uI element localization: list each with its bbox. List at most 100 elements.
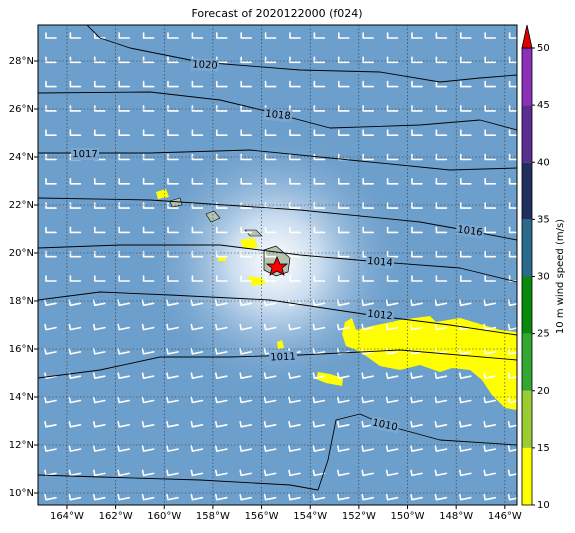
wind-barb [142,129,155,136]
wind-barb [142,178,155,185]
wind-barb [411,80,423,88]
wind-barb [507,348,517,355]
wind-barb [313,129,326,136]
colorbar-tick-label: 45 [537,100,550,111]
wind-barb [118,80,130,88]
island [205,210,221,223]
wind-barb [166,493,179,501]
isobar-label-bg [365,254,395,270]
wind-barb [410,396,423,404]
wind-barb [483,396,496,404]
wind-barb [385,299,399,307]
wind-barb [288,493,301,501]
x-tick-label: 158°W [196,511,230,522]
colorbar-tick-label: 10 [537,500,550,511]
wind-barb [215,421,228,428]
wind-barb [191,80,204,88]
wind-barb [216,226,228,234]
wind-barb [68,348,82,355]
wind-barb [362,226,374,234]
wind-barb [507,396,517,404]
wind-barb [459,372,472,379]
wind-barb [141,493,155,501]
wind-barb [216,202,228,209]
colorbar-tick-label: 35 [537,214,550,225]
wind-barb [45,80,57,88]
colorbar-tick-label: 30 [537,272,550,283]
wind-barb [338,202,350,209]
wind-barb [93,493,106,501]
wind-barb [434,372,448,379]
wind-barb [362,178,374,185]
isobar-label: 1011 [270,352,296,364]
wind-barb [93,469,106,477]
wind-barb [459,396,472,404]
wind-barb [215,348,228,355]
wind-barb [435,153,448,161]
wind-barb [239,299,252,307]
map-layer: 1020 1018 1017 1016 1014 1012 1011 1010 [38,25,517,501]
wind-barb [385,323,399,331]
wind-barb [264,178,277,185]
wind-barb [312,469,326,477]
wind-barb [239,372,252,379]
x-tick-label: 150°W [391,511,425,522]
wind-barb [142,105,155,112]
wind-barb [141,372,155,379]
wind-barb [240,80,252,88]
wind-barb [435,202,448,209]
isobar-label: 1010 [371,417,398,433]
wind-barb [167,105,179,112]
wind-barb [435,105,448,112]
wind-barb [289,129,301,136]
wind-barb [385,396,399,404]
wind-barb [117,421,130,428]
wind-barb [69,250,82,258]
chart-title: Forecast of 2020122000 (f024) [191,7,362,20]
wind-barb [166,445,179,452]
wind-barb [361,396,374,404]
wind-barb [484,105,496,112]
wind-barb [69,178,82,185]
wind-barb [460,105,472,112]
wind-barb [94,80,106,88]
wind-barb [460,80,472,88]
wind-barb [459,421,472,428]
wind-barb [313,105,326,112]
wind-barb [411,153,423,161]
wind-barb [434,396,448,404]
x-tick-label: 156°W [245,511,279,522]
wind-barb [166,469,179,477]
wind-barb [167,202,179,209]
wind-barb [411,178,423,185]
wind-barb [507,323,517,331]
wind-barb [460,129,472,136]
wind-barb [459,493,472,501]
wind-barb [288,469,301,477]
wind-barb [484,178,496,185]
wind-barb [484,56,496,64]
wind-barb [385,493,399,501]
wind-barb [167,56,179,64]
wind-barb [338,80,350,88]
wind-barb [240,32,252,39]
wind-barb [385,372,399,379]
wind-barb [312,299,326,307]
wind-barb [435,178,448,185]
wind-barb [386,202,399,209]
wind-barb [240,178,252,185]
wind-barb [216,80,228,88]
wind-barb [362,129,374,136]
colorbar-segment [522,390,532,448]
wind-barb [484,275,496,282]
wind-barb [508,56,517,64]
wind-barb [337,372,350,379]
wind-barb [239,348,252,355]
wind-barb [434,299,448,307]
wind-barb [68,445,82,452]
wind-barb [190,323,204,331]
wind-barb [117,469,130,477]
wind-barb [141,396,155,404]
isobar-label-bg [455,223,485,239]
